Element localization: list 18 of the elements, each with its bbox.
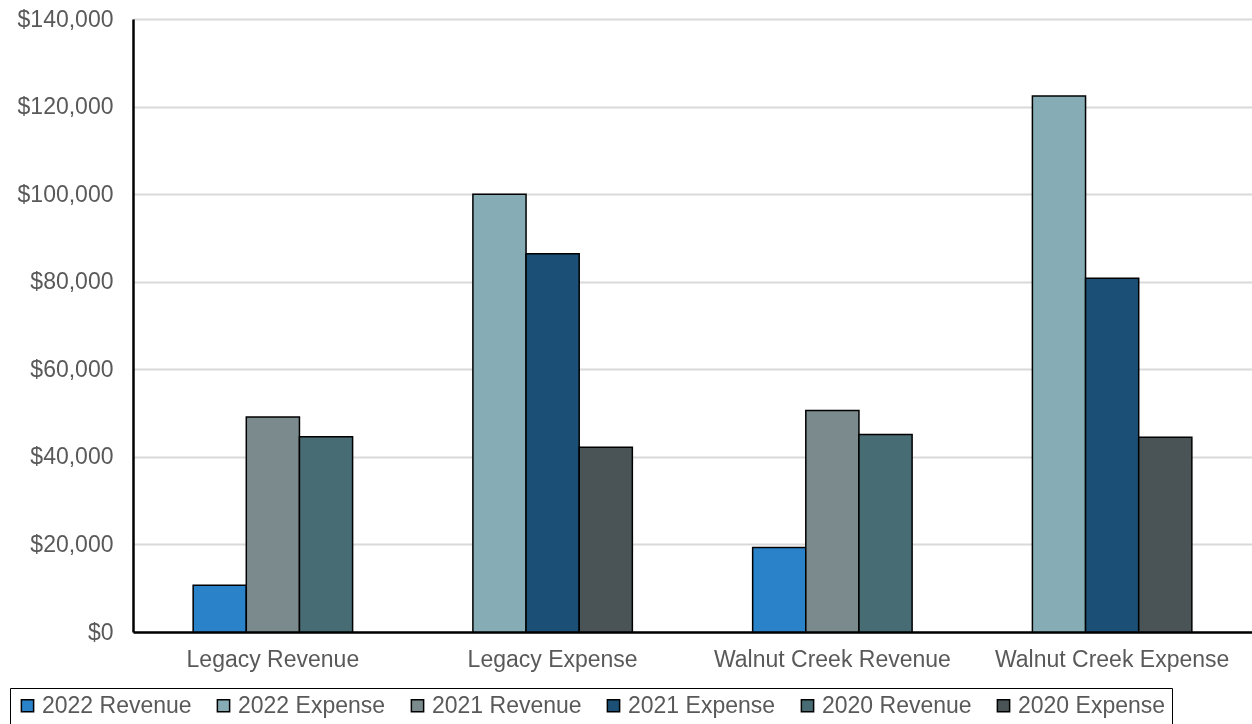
x-tick-label: Walnut Creek Revenue (713, 645, 951, 672)
y-tick-label: $120,000 (17, 93, 114, 120)
y-tick-label: $60,000 (30, 355, 114, 382)
y-tick-label: $20,000 (30, 530, 114, 557)
legend-label: 2022 Expense (238, 691, 386, 718)
x-tick-label: Walnut Creek Expense (994, 645, 1230, 672)
y-tick-label: $100,000 (17, 180, 114, 207)
y-tick-label: $40,000 (30, 443, 114, 470)
legend-label: 2021 Revenue (432, 691, 582, 718)
x-tick-label: Legacy Expense (467, 645, 638, 672)
y-tick-label: $0 (87, 618, 114, 645)
x-tick-label: Legacy Revenue (186, 645, 360, 672)
y-tick-label: $140,000 (17, 5, 114, 32)
y-tick-label: $80,000 (30, 268, 114, 295)
legend-label: 2020 Revenue (822, 691, 972, 718)
legend-label: 2021 Expense (628, 691, 776, 718)
legend-label: 2020 Expense (1018, 691, 1166, 718)
legend-label: 2022 Revenue (42, 691, 192, 718)
